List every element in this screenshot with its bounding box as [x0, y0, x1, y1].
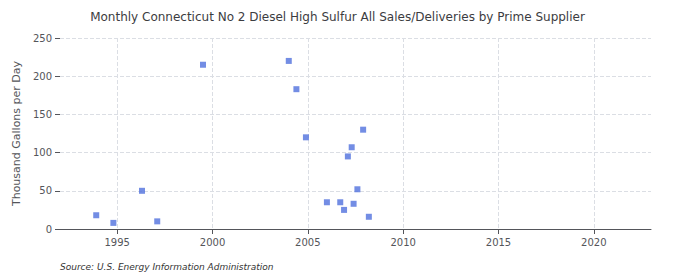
svg-text:2005: 2005: [295, 237, 320, 248]
svg-text:Source: U.S. Energy Informatio: Source: U.S. Energy Information Administ…: [60, 262, 274, 272]
svg-text:200: 200: [33, 71, 52, 82]
svg-text:Thousand Gallons per Day: Thousand Gallons per Day: [10, 60, 23, 207]
svg-text:1995: 1995: [104, 237, 129, 248]
svg-text:0: 0: [46, 224, 52, 235]
svg-text:2010: 2010: [390, 237, 415, 248]
svg-text:2015: 2015: [486, 237, 511, 248]
svg-text:50: 50: [39, 185, 52, 196]
svg-text:250: 250: [33, 33, 52, 44]
svg-text:2020: 2020: [581, 237, 606, 248]
svg-text:150: 150: [33, 109, 52, 120]
svg-text:2000: 2000: [200, 237, 225, 248]
svg-text:100: 100: [33, 147, 52, 158]
svg-text:Monthly Connecticut No 2 Diese: Monthly Connecticut No 2 Diesel High Sul…: [90, 10, 585, 24]
